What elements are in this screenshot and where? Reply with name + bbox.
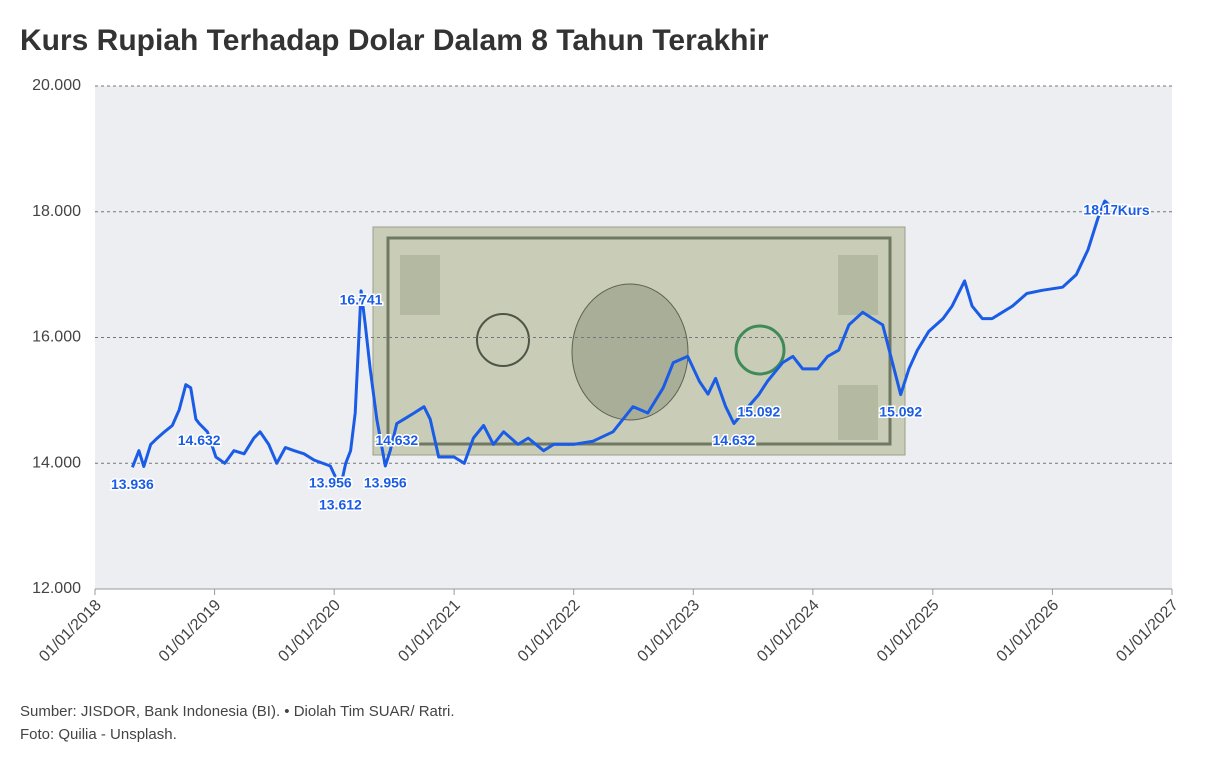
value-label: 16.741	[340, 292, 383, 308]
x-tick-label: 01/01/2018	[36, 597, 105, 666]
value-label: 15.092	[879, 403, 922, 419]
y-tick-label: 18.000	[32, 203, 81, 220]
x-tick-label: 01/01/2019	[156, 597, 225, 666]
value-label: 14.632	[713, 432, 756, 448]
x-tick-label: 01/01/2020	[275, 597, 344, 666]
value-label: 14.632	[178, 432, 221, 448]
x-tick-label: 01/01/2024	[754, 597, 823, 666]
x-tick-label: 01/01/2023	[634, 597, 703, 666]
value-label: 13.956	[364, 475, 407, 491]
y-tick-label: 16.000	[32, 329, 81, 346]
chart-title: Kurs Rupiah Terhadap Dolar Dalam 8 Tahun…	[20, 24, 769, 57]
series-label: Kurs	[1118, 202, 1150, 218]
value-label: 14.632	[375, 432, 418, 448]
x-tick-label: 01/01/2022	[515, 597, 584, 666]
x-tick-label: 01/01/2027	[1113, 597, 1182, 666]
value-label: 13.936	[111, 476, 154, 492]
y-tick-label: 14.000	[32, 454, 81, 471]
x-tick-label: 01/01/2026	[994, 597, 1063, 666]
photo-credit: Foto: Quilia - Unsplash.	[20, 726, 177, 743]
dollar-bill	[372, 226, 906, 456]
y-tick-label: 20.000	[32, 77, 81, 94]
x-tick-label: 01/01/2021	[395, 597, 464, 666]
y-tick-label: 12.000	[32, 580, 81, 597]
source-note: Sumber: JISDOR, Bank Indonesia (BI). • D…	[20, 703, 455, 720]
value-label: 13.612	[319, 496, 362, 512]
value-label: 18.171	[1083, 202, 1126, 218]
value-label: 15.092	[737, 403, 780, 419]
x-tick-label: 01/01/2025	[874, 597, 943, 666]
line	[131, 199, 1111, 490]
value-label: 13.956	[309, 475, 352, 491]
